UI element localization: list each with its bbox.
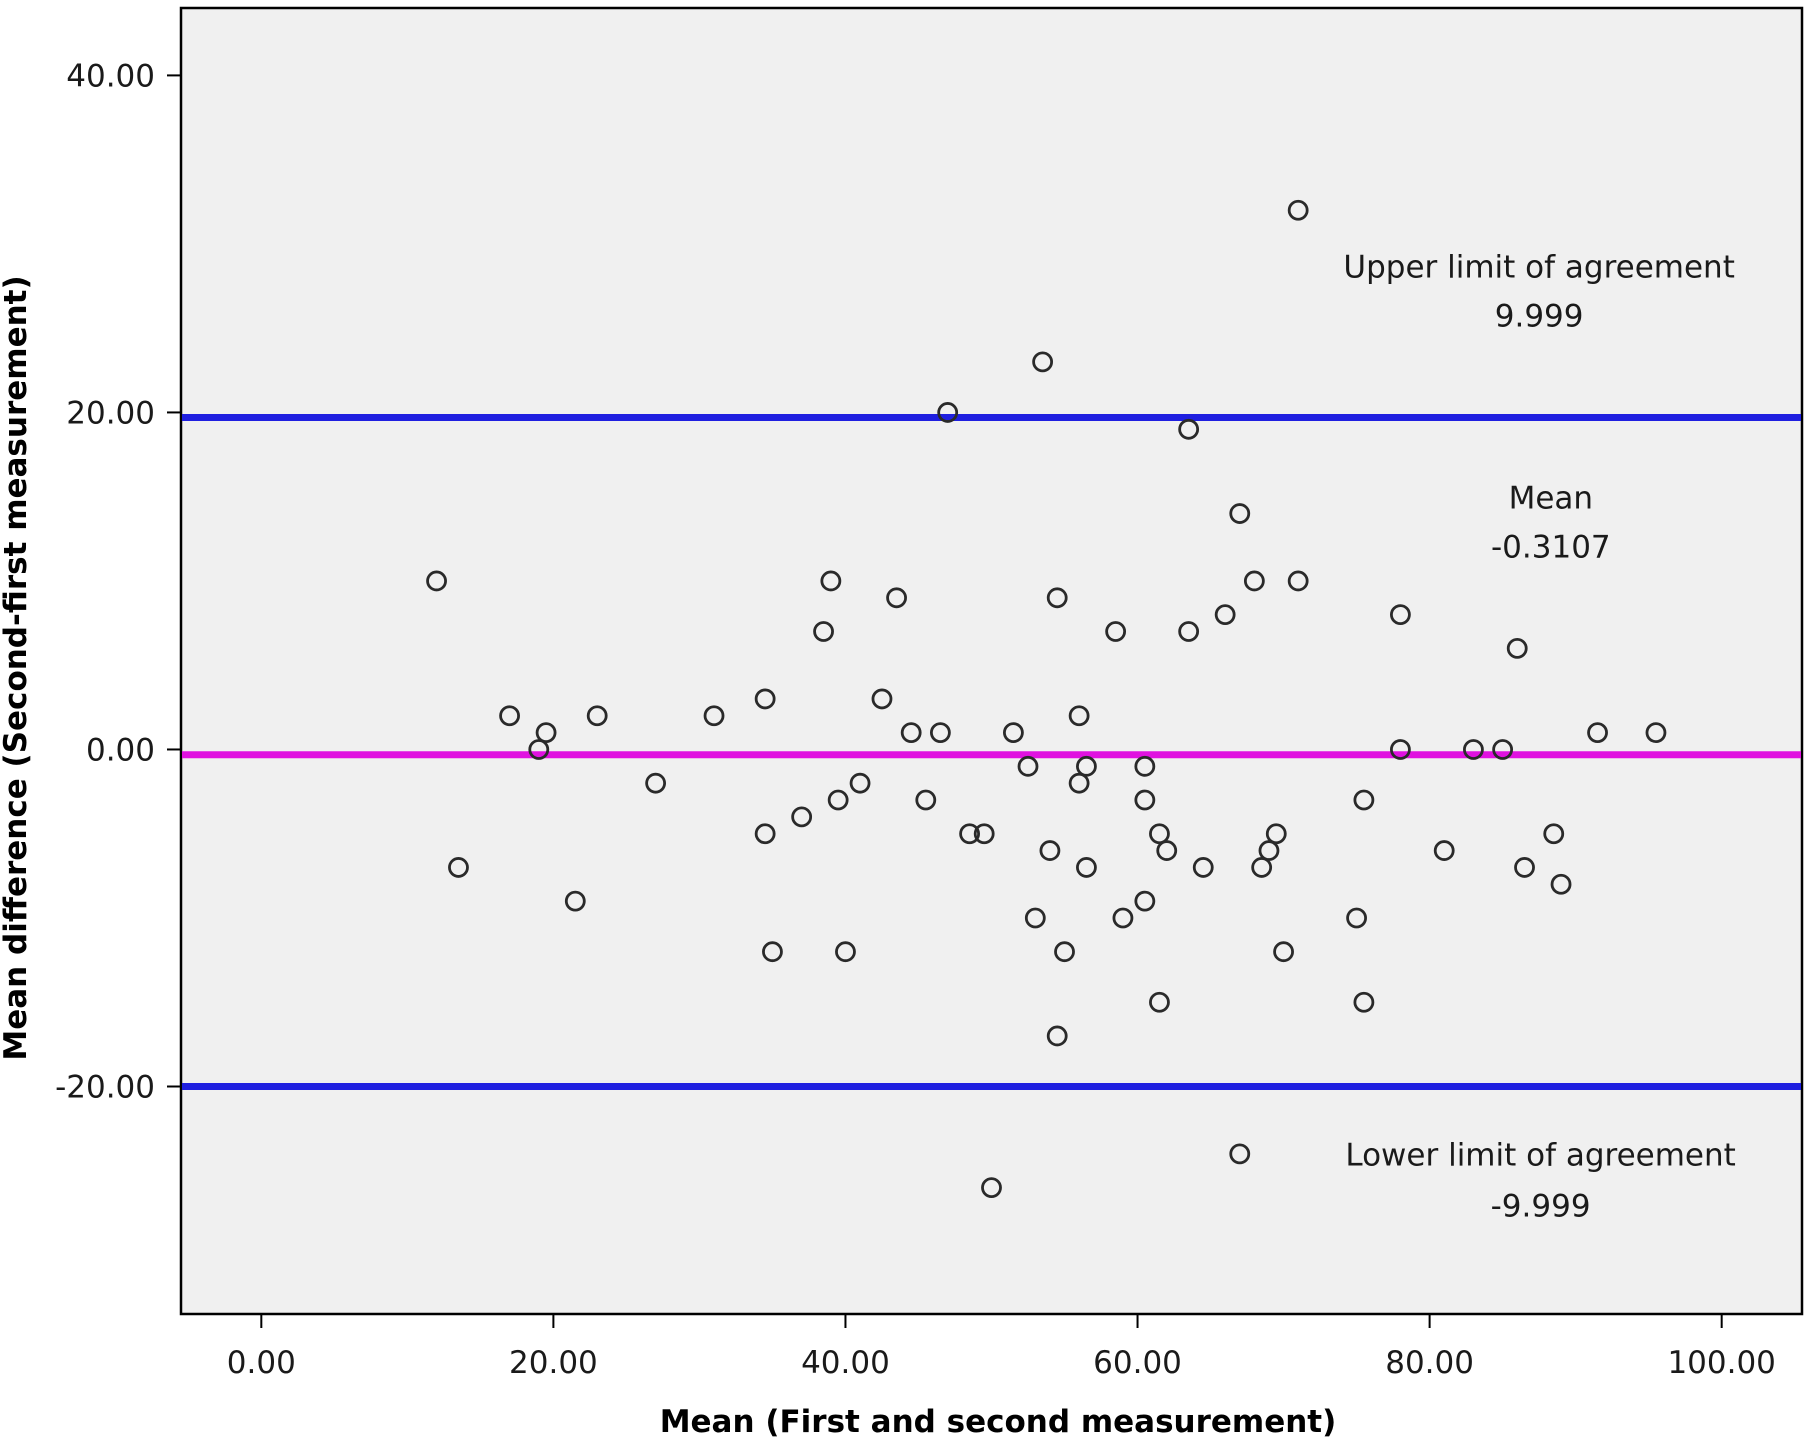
data-point (849, 772, 871, 794)
data-point (1229, 503, 1251, 524)
data-point (813, 621, 834, 642)
data-point (1134, 789, 1156, 811)
data-point (1273, 941, 1294, 963)
data-point (703, 705, 725, 727)
data-point (1390, 739, 1411, 760)
data-point (1149, 823, 1170, 845)
lower-limit-label: Lower limit of agreement (1345, 1138, 1735, 1174)
data-point (1492, 739, 1514, 760)
data-point (1046, 587, 1068, 609)
data-point (426, 570, 447, 592)
data-point (981, 1177, 1002, 1199)
data-point (754, 823, 776, 845)
data-point (827, 789, 849, 811)
data-point (1024, 907, 1046, 929)
data-point (1046, 1025, 1068, 1047)
data-point (959, 823, 980, 845)
data-point (1192, 857, 1214, 878)
mean-label: Mean (1509, 480, 1593, 516)
data-point (1287, 570, 1309, 592)
data-point (1076, 755, 1097, 777)
data-point (1214, 604, 1236, 626)
data-point (1506, 637, 1528, 659)
data-point (835, 941, 856, 963)
data-point (1068, 772, 1090, 794)
data-point (1243, 570, 1265, 592)
data-point (973, 823, 995, 845)
y-tick-label: 40.00 (66, 58, 155, 94)
data-point (1178, 418, 1200, 440)
data-point (1178, 621, 1200, 642)
data-point (754, 688, 776, 710)
y-tick-label: 20.00 (66, 395, 155, 431)
data-point (1251, 857, 1273, 878)
data-point (1353, 789, 1375, 811)
data-point (645, 772, 667, 794)
data-point (1003, 722, 1024, 744)
data-point (1229, 1143, 1251, 1165)
data-point (1039, 840, 1061, 861)
data-point (499, 705, 520, 727)
data-point (1433, 840, 1455, 861)
data-point (1134, 755, 1156, 777)
data-point (871, 688, 893, 710)
data-point (1032, 351, 1054, 373)
x-tick-label: 80.00 (1385, 1345, 1474, 1381)
data-point (1346, 907, 1367, 929)
x-tick-label: 100.00 (1667, 1345, 1775, 1381)
plot-area (179, 6, 1804, 1316)
data-point (535, 722, 557, 744)
data-point (1587, 722, 1608, 744)
data-point (929, 722, 951, 744)
data-point (1076, 857, 1097, 878)
annotations: Upper limit of agreement 9.999 Mean -0.3107… (1343, 250, 1735, 1225)
data-point (1054, 941, 1075, 963)
data-point (528, 739, 550, 760)
data-point (1149, 991, 1170, 1013)
data-point (900, 722, 922, 744)
data-point (1258, 840, 1280, 861)
data-point (820, 570, 842, 592)
y-tick-label: 0.00 (86, 732, 155, 768)
data-point (762, 941, 783, 963)
y-axis-title: Mean difference (Second-first measuremen… (0, 275, 34, 1060)
data-point (586, 705, 608, 727)
x-tick-label: 40.00 (801, 1345, 890, 1381)
upper-limit-value: 9.999 (1495, 298, 1584, 334)
data-point (886, 587, 907, 609)
y-axis: 40.00 20.00 0.00 -20.00 (55, 58, 181, 1106)
data-point (1017, 755, 1039, 777)
data-point (1287, 199, 1309, 221)
data-point (1543, 823, 1565, 845)
data-point (1390, 604, 1411, 626)
x-axis: 0.00 20.00 40.00 60.00 80.00 100.00 (227, 1314, 1776, 1381)
data-point (1514, 857, 1535, 878)
x-tick-label: 20.00 (509, 1345, 598, 1381)
x-tick-label: 0.00 (227, 1345, 296, 1381)
reference-lines (182, 413, 1801, 1091)
mean-value: -0.3107 (1491, 529, 1611, 565)
data-point (1105, 621, 1127, 642)
data-points (426, 199, 1667, 1199)
data-point (448, 857, 469, 878)
data-point (915, 789, 937, 811)
data-point (1463, 739, 1484, 760)
data-point (937, 402, 959, 423)
data-point (1112, 907, 1134, 929)
data-point (1068, 705, 1090, 727)
data-point (1265, 823, 1287, 845)
data-point (1156, 840, 1178, 861)
lower-limit-value: -9.999 (1491, 1188, 1591, 1224)
data-point (791, 806, 813, 828)
x-axis-title: Mean (First and second measurement) (660, 1404, 1337, 1440)
data-point (564, 890, 586, 912)
data-point (1645, 722, 1667, 744)
data-point (1353, 991, 1375, 1013)
y-tick-label: -20.00 (55, 1070, 155, 1106)
upper-limit-label: Upper limit of agreement (1343, 250, 1734, 286)
x-tick-label: 60.00 (1093, 1345, 1182, 1381)
data-point (1550, 873, 1572, 895)
data-point (1134, 890, 1156, 912)
